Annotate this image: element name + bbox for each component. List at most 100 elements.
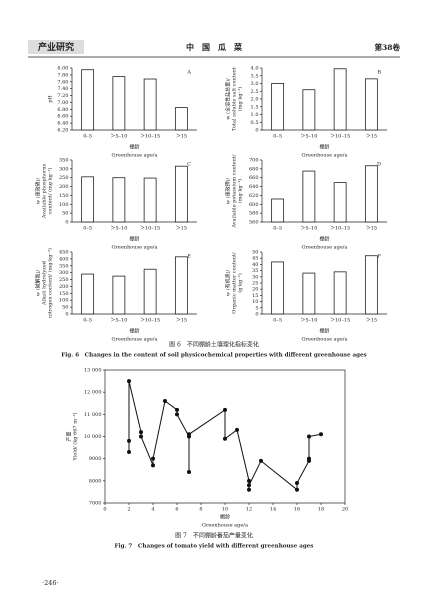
volume: 第38卷 <box>375 42 401 52</box>
y-axis-label: content/ (mg·kg⁻¹) <box>47 168 54 215</box>
bar <box>302 170 316 223</box>
x-tick-label: 0–5 <box>273 318 282 324</box>
x-tick-label: ＞5–10 <box>110 134 127 140</box>
y-tick-label: 2.0 <box>251 97 259 103</box>
y-axis-label: Available potassium content/ <box>232 154 238 228</box>
x-axis-label: 棚龄 <box>129 236 139 243</box>
y-tick-label: 50 <box>252 250 258 256</box>
bar <box>81 176 95 223</box>
y-tick-label: 3.5 <box>251 73 259 79</box>
x-tick-label: ＞5–10 <box>110 318 127 324</box>
point <box>151 463 155 468</box>
y-tick-label: 560 <box>249 220 259 226</box>
y-tick-label: 150 <box>59 291 69 297</box>
x-tick-label: 20 <box>342 507 348 513</box>
y-tick-label: 50 <box>62 305 68 311</box>
bar <box>143 177 157 223</box>
x-tick-label: ＞10–15 <box>330 226 350 232</box>
x-axis-label: 棚龄 <box>319 236 329 243</box>
x-tick-label: ＞5–10 <box>110 226 127 232</box>
y-tick-label: 7.80 <box>57 72 68 78</box>
point <box>307 434 311 439</box>
x-tick-label: ＞10–15 <box>140 134 160 140</box>
panel-label: E <box>187 254 191 260</box>
y-tick-label: 300 <box>59 166 69 172</box>
y-tick-label: 350 <box>59 158 69 164</box>
y-axis-label: Available phosphorus <box>42 163 48 219</box>
bar <box>364 255 378 315</box>
point <box>187 432 191 437</box>
x-tick-label: 0–5 <box>83 134 92 140</box>
point <box>223 407 227 412</box>
point <box>223 436 227 441</box>
x-tick-label: 8 <box>199 507 202 513</box>
y-axis-label: w (碱解氮)/ <box>35 269 42 296</box>
panel-label: D <box>377 162 381 168</box>
y-axis-label: (mg·kg⁻¹) <box>237 87 244 111</box>
y-tick-label: 200 <box>59 184 69 190</box>
point <box>259 458 263 463</box>
y-tick-label: 0 <box>65 312 68 318</box>
x-tick-label: ＞10–15 <box>140 318 160 324</box>
point <box>163 399 167 404</box>
x-axis-label: Greenhouse age/a <box>112 245 158 251</box>
y-tick-label: 250 <box>59 277 69 283</box>
y-tick-label: 10 000 <box>84 434 102 440</box>
y-tick-label: 10 <box>252 299 258 305</box>
y-tick-label: 0 <box>255 128 258 134</box>
y-tick-label: 7.40 <box>57 86 68 92</box>
x-tick-label: 10 <box>222 507 228 513</box>
y-tick-label: 30 <box>252 274 258 280</box>
y-tick-label: 7.60 <box>57 79 68 85</box>
y-tick-label: 350 <box>59 263 69 269</box>
point <box>319 432 323 437</box>
point <box>151 456 155 461</box>
y-tick-label: 50 <box>62 211 68 217</box>
y-tick-label: 6.40 <box>57 121 68 127</box>
y-tick-label: 9000 <box>89 456 102 462</box>
x-tick-label: 14 <box>270 507 276 513</box>
panel-label: F <box>378 254 382 260</box>
section: 产业研究 <box>38 41 74 53</box>
point <box>127 379 131 384</box>
panel-label: A <box>186 70 191 76</box>
y-tick-label: 6.20 <box>57 128 68 134</box>
y-axis-label: Yield/ (kg·667 m⁻²) <box>72 412 79 461</box>
x-tick-label: 16 <box>294 507 300 513</box>
point <box>307 456 311 461</box>
point <box>295 481 299 486</box>
bar <box>302 272 316 315</box>
point <box>295 487 299 492</box>
x-tick-label: 18 <box>318 507 324 513</box>
point <box>247 487 251 492</box>
y-tick-label: 15 <box>252 293 258 299</box>
y-tick-label: 200 <box>59 284 69 290</box>
y-axis-label: 产量 <box>66 431 73 441</box>
bar <box>302 89 316 131</box>
y-tick-label: 13 000 <box>84 368 102 374</box>
x-axis-label: 棚龄 <box>129 144 139 151</box>
point <box>175 407 179 412</box>
y-tick-label: 660 <box>249 175 259 181</box>
yield-line <box>128 380 322 491</box>
x-tick-label: ＞15 <box>176 226 187 232</box>
caption-zh: 图 7 不同棚龄番茄产量变化 <box>175 532 253 540</box>
journal: 中 国 瓜 菜 <box>186 42 242 52</box>
x-tick-label: ＞10–15 <box>330 318 350 324</box>
y-axis-label: w (速效钾)/ <box>225 177 232 204</box>
y-tick-label: 100 <box>59 298 69 304</box>
point <box>139 434 143 439</box>
y-tick-label: 40 <box>252 262 258 268</box>
bar <box>143 268 157 315</box>
x-tick-label: ＞10–15 <box>140 226 160 232</box>
y-tick-label: 0 <box>255 312 258 318</box>
x-tick-label: ＞15 <box>366 134 377 140</box>
y-tick-label: 100 <box>59 202 69 208</box>
bar <box>174 107 188 131</box>
x-tick-label: 4 <box>151 507 154 513</box>
y-tick-label: 150 <box>59 193 69 199</box>
y-tick-label: 8.00 <box>57 66 68 72</box>
y-tick-label: 0.5 <box>251 120 259 126</box>
x-tick-label: ＞15 <box>176 318 187 324</box>
bar <box>81 69 95 131</box>
